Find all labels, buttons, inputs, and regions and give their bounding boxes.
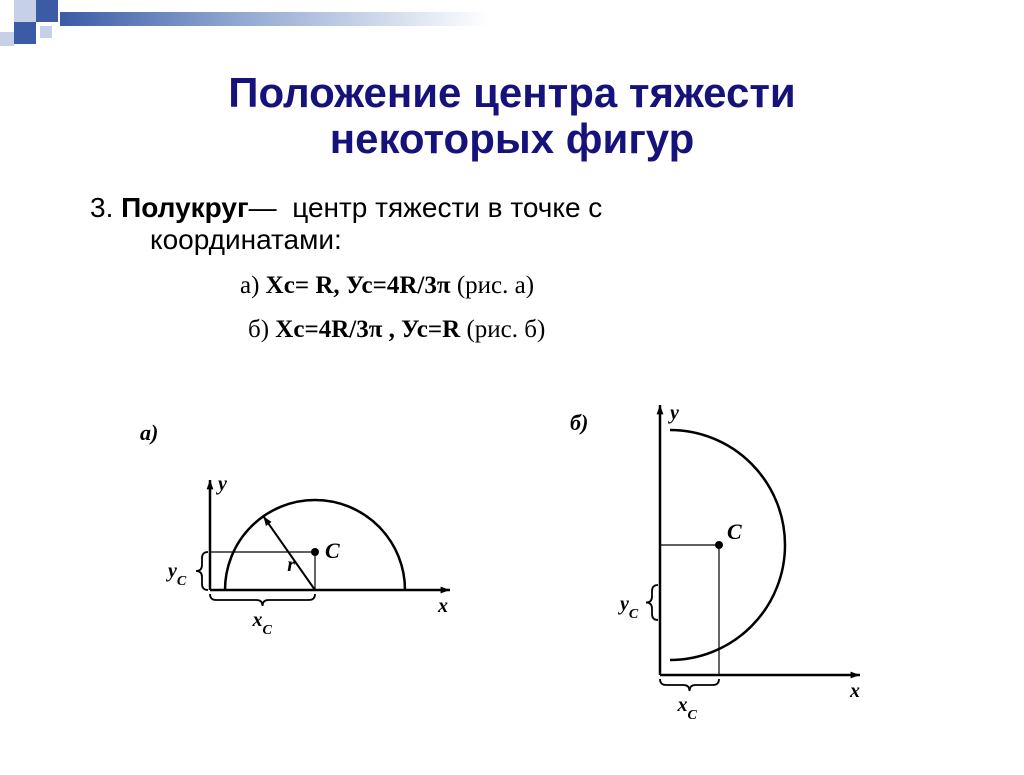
svg-text:y: y: [216, 473, 227, 495]
paragraph-text2: координатами:: [150, 224, 342, 255]
svg-text:C: C: [325, 538, 340, 563]
paragraph-text1: центр тяжести в точке с: [292, 192, 602, 223]
formula-b-body: Хс=4R/3π , Ус=R: [275, 316, 460, 343]
diagram-a: а) y x r CyC xC: [140, 420, 450, 638]
formula-a: а) Хс= R, Ус=4R/3π (рис. а): [0, 272, 1024, 300]
top-gradient-bar: [60, 12, 490, 26]
formula-b: б) Хс=4R/3π , Ус=R (рис. б): [0, 316, 1024, 344]
formula-b-ref: (рис. б): [466, 316, 545, 343]
svg-text:r: r: [287, 554, 295, 576]
svg-text:б): б): [570, 410, 588, 435]
formula-b-letter: б): [248, 316, 269, 343]
svg-text:y: y: [668, 402, 679, 424]
diagrams-area: а)yxrCyCxCб)yxCyCxC: [0, 390, 1024, 770]
svg-text:xC: xC: [677, 694, 698, 723]
svg-text:yC: yC: [166, 560, 187, 589]
svg-text:а): а): [140, 420, 158, 445]
paragraph-shape: Полукруг: [121, 192, 249, 223]
corner-decoration: [0, 0, 100, 60]
formula-a-letter: а): [240, 272, 259, 299]
diagram-b: б)yxCyCxC: [570, 402, 860, 723]
paragraph: 3. Полукруг— центр тяжести в точке с коо…: [0, 162, 1024, 256]
formula-a-ref: (рис. а): [457, 272, 534, 299]
formula-a-body: Хс= R, Ус=4R/3π: [266, 272, 451, 299]
svg-text:x: x: [437, 595, 448, 617]
title-line-2: некоторых фигур: [330, 115, 695, 162]
paragraph-dash: —: [249, 192, 277, 223]
svg-text:xC: xC: [252, 609, 273, 638]
title-line-1: Положение центра тяжести: [228, 69, 795, 116]
svg-text:C: C: [727, 519, 742, 544]
paragraph-number: 3.: [90, 192, 113, 223]
svg-text:x: x: [849, 680, 860, 702]
svg-text:yC: yC: [618, 593, 639, 622]
